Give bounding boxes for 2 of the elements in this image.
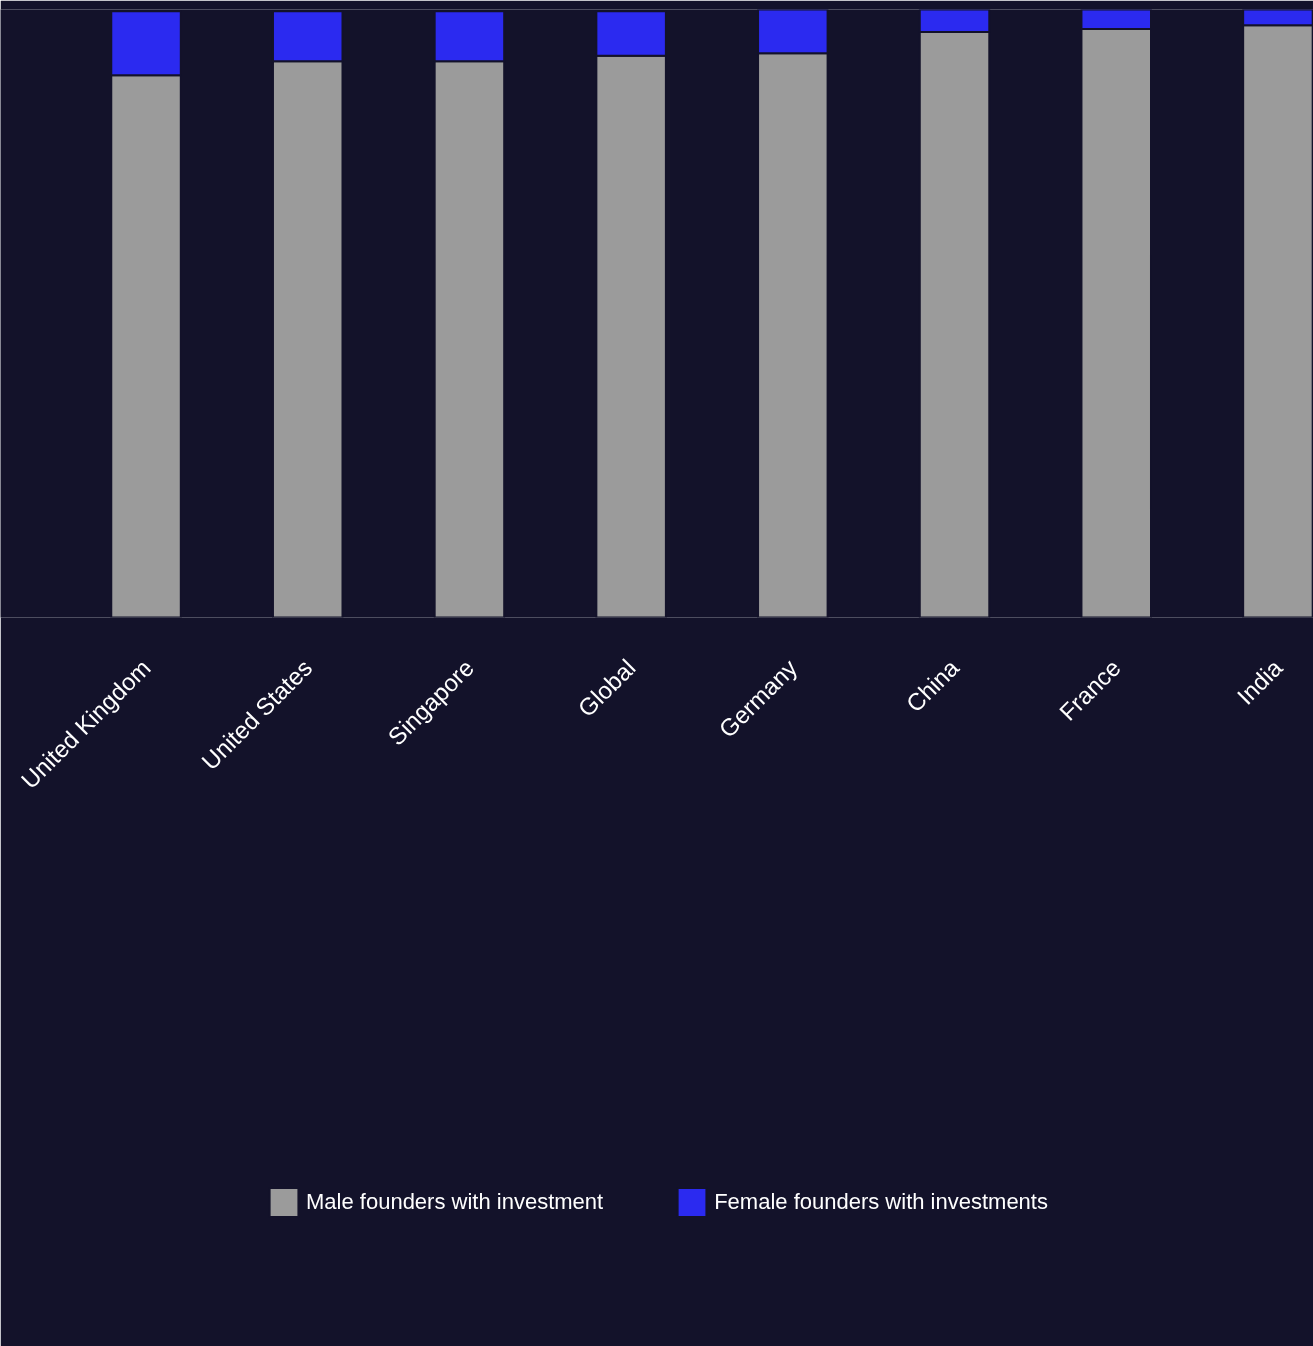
legend-label: Male founders with investment [306,1189,604,1215]
legend-label: Female founders with investments [714,1189,1048,1215]
